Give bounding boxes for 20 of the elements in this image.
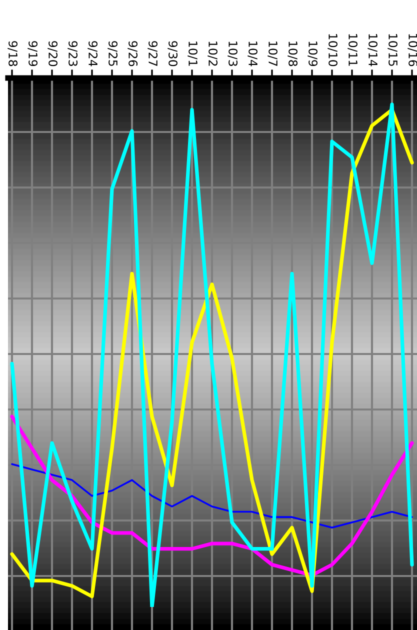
x-tick-label: 9/24 bbox=[88, 41, 98, 66]
x-tick-label: 10/3 bbox=[228, 42, 238, 66]
x-tick-label: 10/7 bbox=[268, 42, 278, 66]
x-tick-label: 10/1 bbox=[188, 42, 198, 66]
x-tick-label: 9/19 bbox=[28, 41, 38, 66]
x-tick-label: 10/10 bbox=[328, 34, 338, 66]
x-tick-label: 10/9 bbox=[308, 42, 318, 66]
x-tick-label: 9/26 bbox=[128, 41, 138, 66]
x-tick-label: 9/20 bbox=[48, 41, 58, 66]
x-tick-label: 10/15 bbox=[388, 34, 398, 66]
x-tick-label: 10/2 bbox=[208, 42, 218, 66]
x-tick-label: 10/4 bbox=[248, 42, 258, 66]
x-tick-label: 9/27 bbox=[148, 41, 158, 66]
x-tick-label: 10/11 bbox=[348, 34, 358, 66]
x-tick-label: 10/14 bbox=[368, 34, 378, 66]
x-tick-label: 9/18 bbox=[8, 41, 18, 66]
x-tick-label: 9/23 bbox=[68, 41, 78, 66]
x-tick-label: 9/30 bbox=[168, 41, 178, 66]
x-tick-label: 10/8 bbox=[288, 42, 298, 66]
x-tick-label: 9/25 bbox=[108, 41, 118, 66]
